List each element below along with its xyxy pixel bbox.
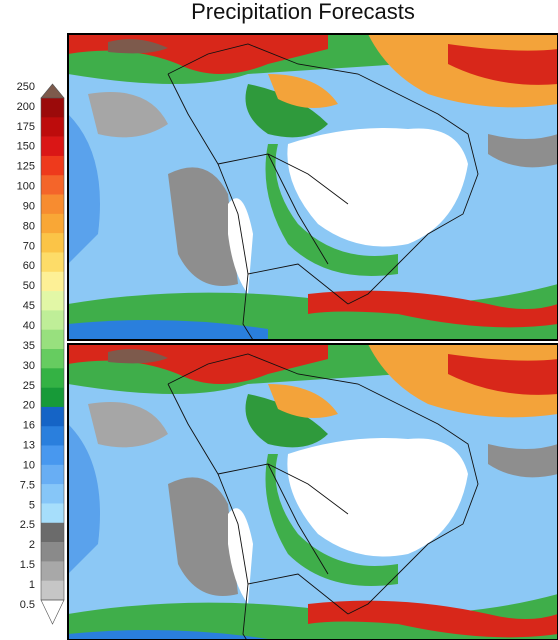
colorbar-label: 40 [23,320,35,332]
colorbar-swatch [41,194,64,215]
title: Precipitation Forecasts [191,0,415,24]
colorbar-label: 1.5 [20,559,35,571]
colorbar-label: 2 [29,539,35,551]
colorbar-swatch [41,271,64,292]
colorbar-label: 250 [17,81,35,93]
colorbar-swatch [41,387,64,408]
colorbar-label: 1 [29,579,35,591]
map-panel-bottom [67,343,558,640]
colorbar-label: 80 [23,220,35,232]
colorbar-label: 7.5 [20,479,35,491]
colorbar-swatch [41,368,64,388]
colorbar-swatch [41,406,64,427]
colorbar-label: 2.5 [20,519,35,531]
colorbar-swatch [41,445,64,466]
colorbar-swatch [41,252,64,273]
colorbar: 2502001751501251009080706050454035302520… [17,81,65,625]
colorbar-swatch [41,213,64,234]
map-panel-top [67,33,558,341]
colorbar-label: 70 [23,240,35,252]
colorbar-swatch [41,233,64,253]
colorbar-label: 45 [23,300,35,312]
colorbar-label: 35 [23,340,35,352]
colorbar-under-arrow [40,599,65,625]
colorbar-label: 0.5 [20,599,35,611]
colorbar-label: 16 [23,420,35,432]
colorbar-frame [40,97,65,601]
colorbar-swatch [41,464,64,485]
colorbar-swatch [41,349,64,369]
colorbar-swatch [41,484,64,504]
colorbar-swatch [41,117,64,137]
colorbar-swatch [41,155,64,176]
colorbar-swatch [41,580,64,601]
colorbar-swatch [41,98,64,118]
colorbar-swatch [41,561,64,581]
colorbar-swatch [41,310,64,330]
colorbar-label: 25 [23,380,35,392]
colorbar-swatch [41,542,64,562]
colorbar-swatch [41,291,64,311]
colorbar-swatch [41,503,64,524]
colorbar-label: 125 [17,161,35,173]
colorbar-label: 20 [23,400,35,412]
colorbar-label: 175 [17,121,35,133]
colorbar-label: 100 [17,181,35,193]
colorbar-label: 200 [17,101,35,113]
colorbar-label: 60 [23,260,35,272]
colorbar-label: 50 [23,280,35,292]
colorbar-label: 30 [23,360,35,372]
colorbar-over-arrow [40,83,65,99]
colorbar-swatch [41,426,64,446]
colorbar-swatch [41,175,64,195]
colorbar-swatch [41,136,64,157]
colorbar-label: 5 [29,499,35,511]
colorbar-label: 13 [23,440,35,452]
colorbar-label: 150 [17,141,35,153]
colorbar-label: 90 [23,200,35,212]
colorbar-swatch [41,522,64,543]
colorbar-swatch [41,329,64,350]
colorbar-label: 10 [23,459,35,471]
